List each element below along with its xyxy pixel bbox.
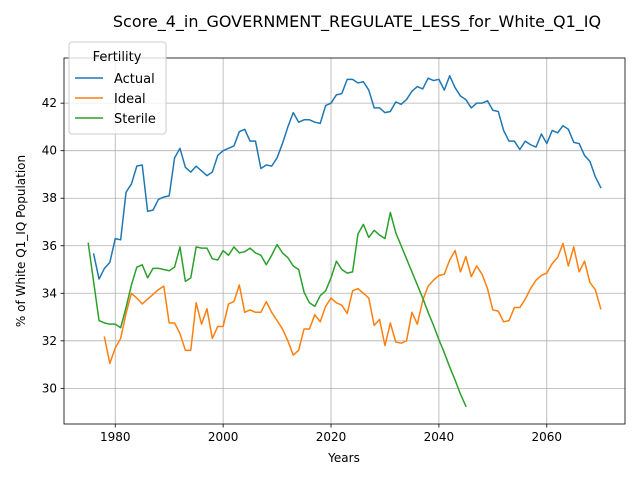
y-tick-label: 40 [42,144,57,158]
legend-label-actual: Actual [114,72,155,87]
series-line-actual [92,75,602,280]
legend-box [68,41,167,135]
chart-title: Score_4_in_GOVERNMENT_REGULATE_LESS_for_… [113,12,601,32]
series-line-ideal [103,242,602,365]
y-tick-label: 42 [42,96,57,110]
series-lines [87,75,602,408]
legend-label-sterile: Sterile [114,112,156,127]
x-tick-label: 2000 [208,430,239,444]
y-tick-label: 34 [42,286,57,300]
x-tick-label: 2060 [532,430,563,444]
x-axis-label: Years [327,451,360,465]
y-tick-label: 32 [42,334,57,348]
x-axis-ticks: 1980 2000 2020 2040 2060 [100,424,562,444]
y-tick-label: 30 [42,381,57,395]
y-axis-ticks: 30 32 34 36 38 40 42 [42,96,64,395]
legend-label-ideal: Ideal [114,92,146,107]
x-tick-label: 1980 [100,430,131,444]
legend: Fertility Actual Ideal Sterile [68,41,167,135]
legend-title: Fertility [93,50,142,65]
y-axis-label: % of White Q1_IQ Population [14,155,28,327]
plot-frame [63,57,626,425]
series-line-sterile [87,211,467,408]
y-tick-label: 38 [42,191,57,205]
y-tick-label: 36 [42,239,57,253]
x-tick-label: 2040 [424,430,455,444]
x-tick-label: 2020 [316,430,347,444]
